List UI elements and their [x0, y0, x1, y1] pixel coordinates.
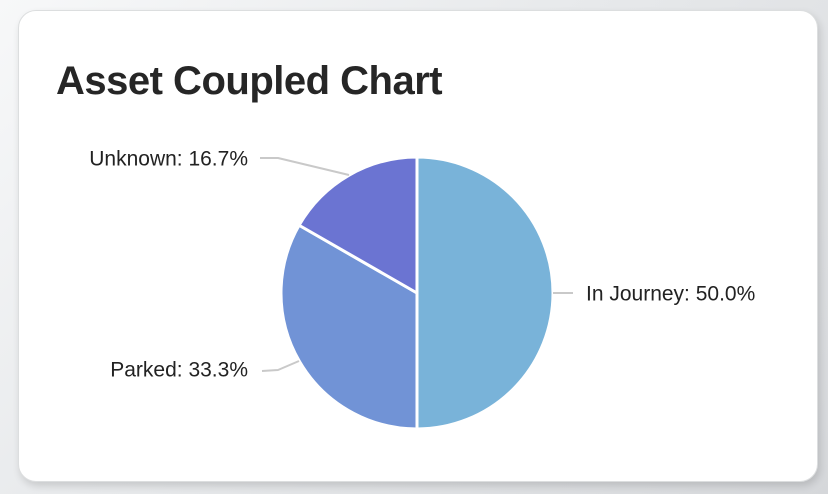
chart-card: Asset Coupled Chart Unknown: 16.7% Parke… — [18, 10, 818, 482]
slice-label-parked: Parked: 33.3% — [110, 358, 248, 381]
leader-line-unknown — [260, 157, 350, 176]
pie-slices — [279, 155, 555, 431]
pie-slice-parked[interactable] — [279, 223, 419, 431]
pie-chart: Unknown: 16.7% Parked: 33.3% In Journey:… — [89, 147, 755, 431]
chart-title: Asset Coupled Chart — [56, 59, 443, 103]
pie-slice-unknown[interactable] — [297, 155, 419, 295]
pie-slice-in-journey[interactable] — [415, 155, 555, 431]
slice-label-in-journey: In Journey: 50.0% — [586, 282, 755, 305]
leader-line-parked — [261, 360, 300, 372]
slice-label-unknown: Unknown: 16.7% — [89, 147, 248, 170]
